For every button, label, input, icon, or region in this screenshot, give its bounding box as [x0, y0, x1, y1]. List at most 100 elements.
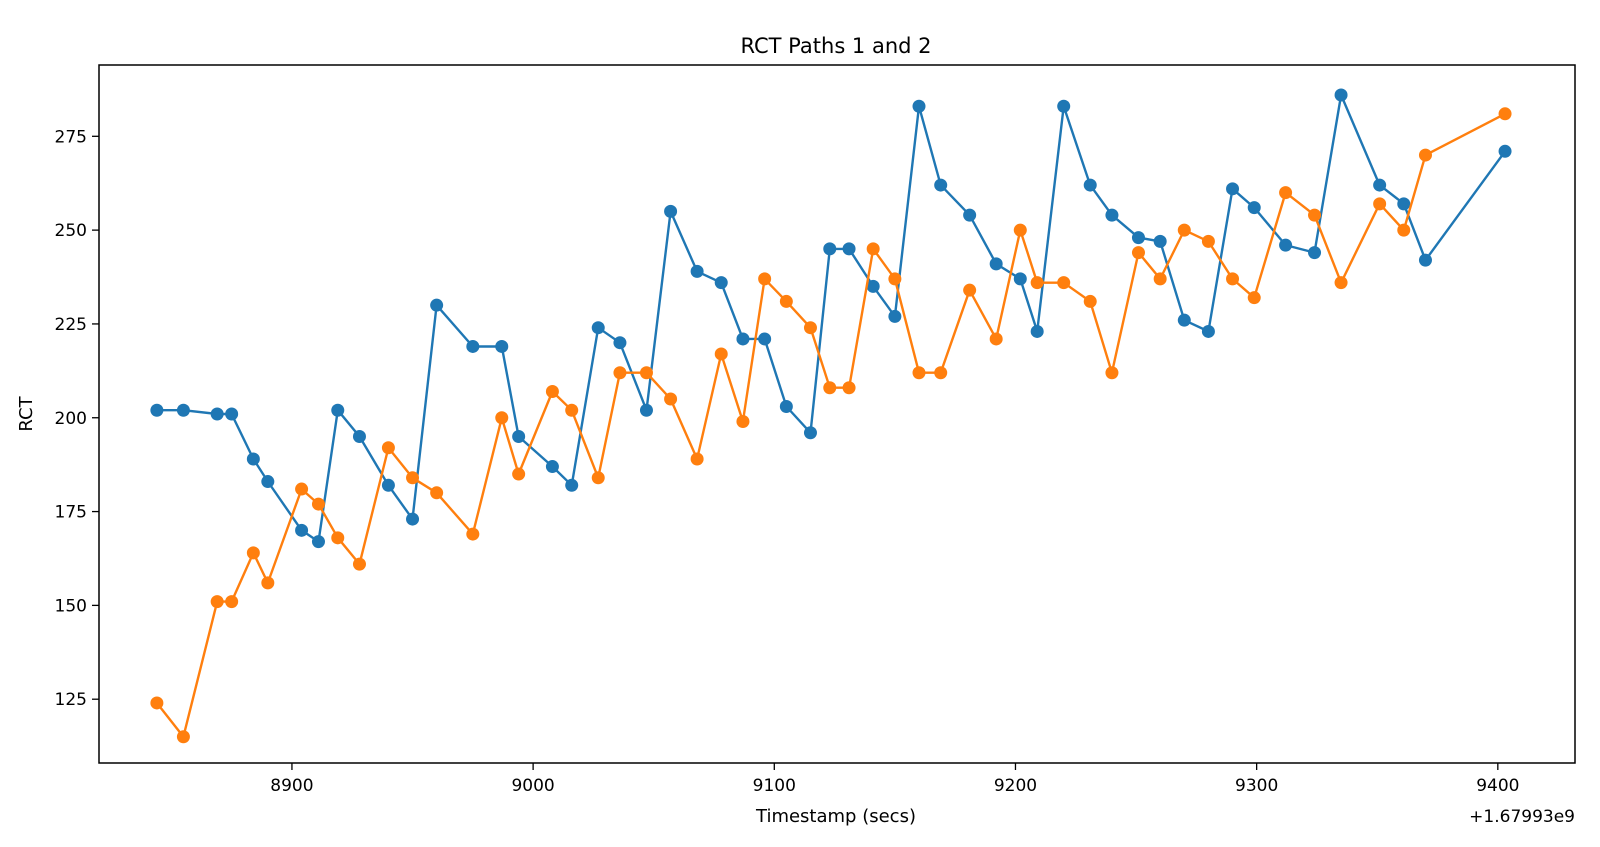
series-2-point — [639, 366, 653, 380]
series-2-point — [888, 272, 902, 286]
series-2-point — [779, 294, 793, 308]
series-1-point — [1247, 201, 1261, 215]
series-2-point — [842, 381, 856, 395]
series-1-point — [779, 399, 793, 413]
series-2-point — [225, 595, 239, 609]
series-2-point — [866, 242, 880, 256]
series-1-point — [758, 332, 772, 346]
series-1-point — [381, 478, 395, 492]
series-1-point — [430, 298, 444, 312]
chart-title: RCT Paths 1 and 2 — [740, 34, 931, 58]
series-1-point — [261, 475, 275, 489]
x-tick-label: 9000 — [511, 776, 554, 796]
series-2-point — [1397, 223, 1411, 237]
y-tick-label: 225 — [55, 315, 87, 335]
x-tick-label: 9400 — [1476, 776, 1519, 796]
series-1-point — [1498, 144, 1512, 158]
series-2-point — [311, 497, 325, 511]
series-1-point — [1131, 231, 1145, 245]
series-1-point — [591, 321, 605, 335]
series-2-point — [1105, 366, 1119, 380]
series-2-point — [934, 366, 948, 380]
series-1-point — [1226, 182, 1240, 196]
series-1-point — [565, 478, 579, 492]
series-2-point — [381, 441, 395, 455]
series-2-point — [989, 332, 1003, 346]
plot-area-frame — [98, 64, 1576, 764]
series-1-point — [823, 242, 837, 256]
series-1-point — [1418, 253, 1432, 267]
series-1-point — [1105, 208, 1119, 222]
series-2-point — [823, 381, 837, 395]
series-2-point — [912, 366, 926, 380]
series-1-point — [1201, 324, 1215, 338]
series-2-point — [1030, 276, 1044, 290]
series-2-point — [613, 366, 627, 380]
series-2-point — [430, 486, 444, 500]
series-layer — [150, 88, 1512, 744]
series-2-point — [466, 527, 480, 541]
series-2-point — [1013, 223, 1027, 237]
series-1-point — [512, 430, 526, 444]
series-1-point — [912, 99, 926, 113]
series-2-point — [176, 730, 190, 744]
series-1-point — [246, 452, 260, 466]
series-2-point — [1177, 223, 1191, 237]
series-1-point — [888, 309, 902, 323]
series-1-point — [406, 512, 420, 526]
x-axis: 8900 9000 9100 9200 9300 9400 — [270, 763, 1519, 796]
series-2-point — [1373, 197, 1387, 211]
series-1-point — [803, 426, 817, 440]
series-1-point — [842, 242, 856, 256]
series-1-point — [210, 407, 224, 421]
series-2-point — [1418, 148, 1432, 162]
series-1-point — [989, 257, 1003, 271]
y-axis-title: RCT — [16, 395, 37, 431]
series-1-point — [1373, 178, 1387, 192]
x-tick-label: 9300 — [1235, 776, 1278, 796]
series-2-point — [1153, 272, 1167, 286]
series-2 — [150, 107, 1512, 744]
series-1-line — [156, 93, 1507, 543]
series-2-point — [1131, 246, 1145, 260]
y-tick-label: 275 — [55, 127, 87, 147]
series-2-point — [210, 595, 224, 609]
y-tick-label: 250 — [55, 221, 87, 241]
series-1-point — [1153, 234, 1167, 248]
series-2-point — [1057, 276, 1071, 290]
series-1-point — [639, 403, 653, 417]
series-2-point — [261, 576, 275, 590]
series-2-point — [512, 467, 526, 481]
series-1-point — [1334, 88, 1348, 102]
series-2-point — [1083, 294, 1097, 308]
series-2-point — [758, 272, 772, 286]
series-1-point — [545, 460, 559, 474]
series-1-point — [150, 403, 164, 417]
y-tick-label: 175 — [55, 503, 87, 523]
series-2-point — [565, 403, 579, 417]
series-1-point — [225, 407, 239, 421]
series-1-point — [311, 535, 325, 549]
y-tick-label: 125 — [55, 690, 87, 710]
series-2-point — [352, 557, 366, 571]
series-1-point — [176, 403, 190, 417]
series-2-point — [1498, 107, 1512, 121]
series-2-point — [246, 546, 260, 560]
series-2-line — [155, 112, 1506, 738]
x-axis-offset-label: +1.67993e9 — [1469, 807, 1575, 827]
series-1-point — [352, 430, 366, 444]
y-tick-label: 200 — [55, 409, 87, 429]
series-1-point — [1057, 99, 1071, 113]
series-2-point — [690, 452, 704, 466]
series-2-point — [1279, 186, 1293, 200]
series-1-point — [1279, 238, 1293, 252]
series-2-point — [1247, 291, 1261, 305]
series-2-point — [295, 482, 309, 496]
series-2-point — [803, 321, 817, 335]
x-tick-label: 9100 — [753, 776, 796, 796]
series-1-point — [495, 339, 509, 353]
x-tick-label: 8900 — [270, 776, 313, 796]
series-1-point — [690, 264, 704, 278]
x-tick-label: 9200 — [994, 776, 1037, 796]
